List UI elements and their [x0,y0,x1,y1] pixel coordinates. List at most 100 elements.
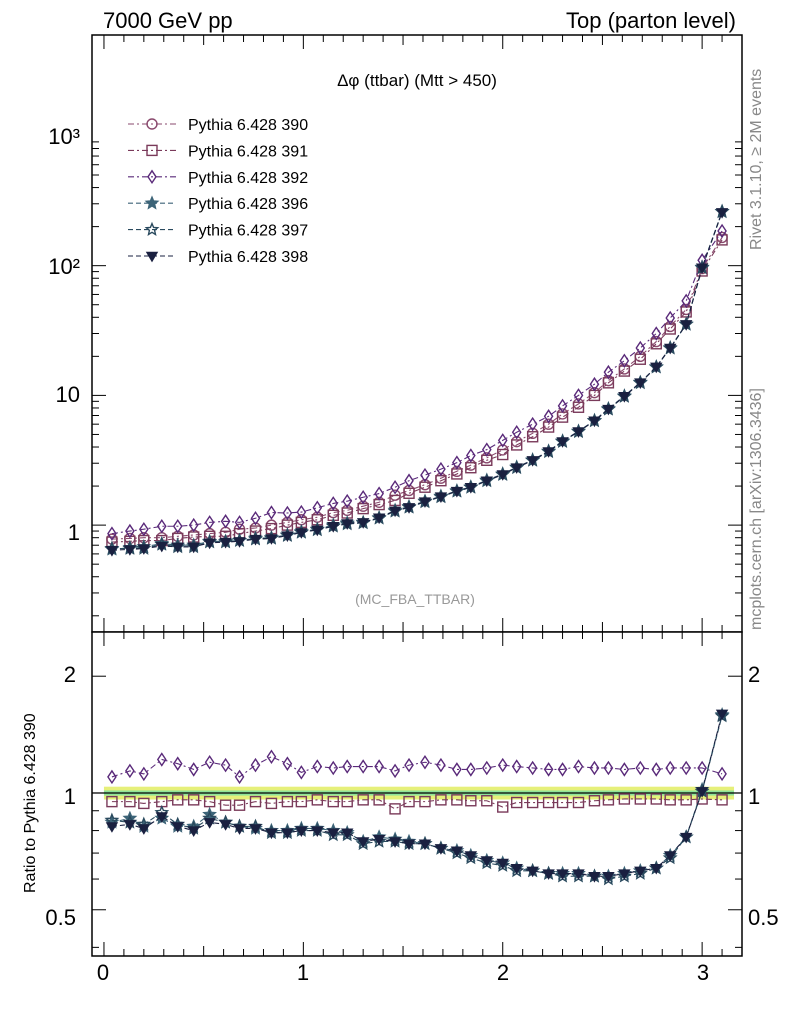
main-data-point [510,439,523,451]
ratio-data-point [481,795,493,807]
ratio-data-point [650,793,662,805]
ratio-data-point [679,832,693,844]
legend-marker [145,251,159,263]
main-data-point [452,455,462,470]
ratio-data-point [172,756,183,771]
main-data-point [125,523,135,539]
main-data-point [340,519,354,530]
main-data-point [527,416,538,432]
main-axis-ticks [92,35,742,632]
legend-label: Pythia 6.428 391 [188,143,308,160]
main-data-point [695,263,709,275]
main-data-point [618,392,631,403]
main-data-point [171,542,184,554]
main-data-point [663,343,677,355]
ratio-data-point [219,820,232,831]
ratio-data-point [250,757,261,773]
main-data-point [138,521,149,537]
legend-marker [146,144,158,157]
ratio-data-point [171,822,184,833]
ratio-data-point [402,839,416,851]
ratio-data-point [603,760,614,776]
ratio-data-point [234,769,245,785]
legend-label: Pythia 6.428 398 [188,249,308,266]
ratio-data-point [340,828,354,840]
ratio-data-point [357,794,369,806]
main-data-point [603,364,614,380]
main-ytick-label-10: 10 [56,382,80,407]
ratio-ytick-label-2: 2 [64,662,76,687]
ratio-data-point [187,826,200,837]
main-data-point [589,376,600,392]
ratio-ytick-label-1: 1 [64,784,76,809]
ratio-data-point [265,797,278,810]
main-data-point [312,500,323,516]
ratio-data-point [634,793,647,805]
main-data-point [496,470,509,481]
ratio-data-point [680,794,692,806]
main-plot-title: Δφ (ttbar) (Mtt > 450) [337,71,497,90]
main-data-point [497,448,509,461]
ratio-data-point [451,794,463,806]
ratio-data-point [418,839,432,851]
ratio-data-point [390,763,400,779]
ratio-data-point [480,856,494,867]
ratio-data-point [220,757,231,773]
legend-marker [146,118,158,130]
ratio-data-point [403,795,415,808]
xtick-label-1: 1 [297,960,309,985]
ratio-data-point [588,795,601,807]
ratio-data-point [618,793,631,805]
ratio-data-point [543,762,554,777]
ratio-series-4 [105,709,729,883]
main-data-point [543,409,554,424]
ratio-data-point [464,851,478,862]
ratio-data-point [404,757,414,773]
ratio-data-point [327,828,340,840]
main-data-point [665,310,676,326]
main-data-point [542,447,555,458]
legend: Pythia 6.428 390 Pythia 6.428 391 Pythia 6… [128,117,308,266]
xtick-label-3: 3 [697,960,709,985]
main-data-point [220,514,231,529]
ratio-data-point [716,794,728,806]
main-data-point [105,546,119,557]
ratio-data-point [419,795,431,808]
ratio-data-point [452,762,462,777]
ratio-data-point [106,795,118,808]
ratio-data-point [219,799,232,811]
ratio-data-point [497,801,509,813]
main-panel: Δφ (ttbar) (Mtt > 450) (MC_FBA_TTBAR) 1 … [48,34,743,633]
main-data-point [188,517,199,533]
main-data-point [402,503,416,514]
ratio-data-point [619,762,630,777]
ratio-data-point [602,872,615,883]
ratio-series-line [111,756,723,778]
ratio-ytick-right-0.5: 0.5 [748,905,779,930]
ratio-data-point [681,760,692,776]
ratio-data-point [203,818,216,829]
main-data-point [123,545,137,556]
main-data-point [156,518,167,534]
ratio-data-point [187,794,200,806]
ratio-data-point [527,760,538,776]
main-series-line [111,237,723,540]
ratio-data-point [372,835,386,846]
main-data-point [233,537,246,548]
main-data-point [155,541,169,553]
main-data-point [650,362,663,374]
main-data-point [390,479,400,495]
main-series-2 [107,223,727,541]
main-data-point [356,518,370,529]
main-data-point [203,538,216,550]
header-left: 7000 GeV pp [103,8,233,33]
main-data-point [295,528,308,539]
ratio-data-point [388,837,402,848]
main-data-point [450,486,464,498]
ratio-data-point [265,828,278,840]
ratio-data-point [651,762,662,777]
ratio-series-layer [104,707,730,886]
ratio-data-point [572,869,585,880]
ratio-data-point [204,755,215,770]
ratio-ytick-right-1: 1 [748,784,760,809]
